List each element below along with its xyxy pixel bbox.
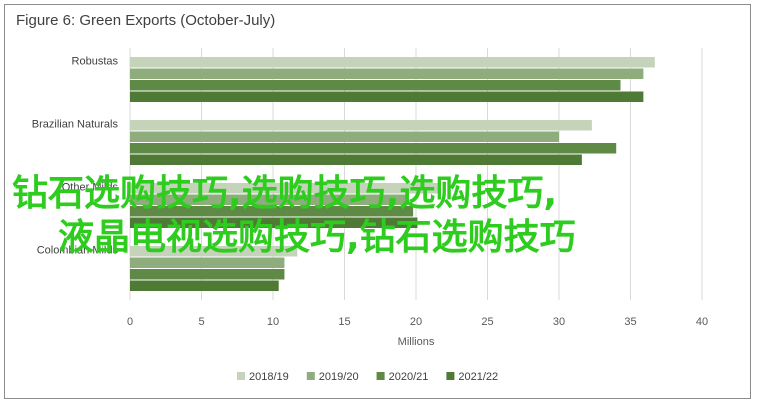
category-label: Brazilian Naturals bbox=[32, 119, 119, 131]
bar bbox=[130, 154, 582, 165]
x-tick-label: 35 bbox=[624, 316, 636, 328]
legend-swatch bbox=[237, 372, 245, 380]
bar bbox=[130, 194, 406, 205]
bar bbox=[130, 131, 559, 142]
x-tick-label: 15 bbox=[338, 316, 350, 328]
x-tick-label: 40 bbox=[696, 316, 708, 328]
legend-swatch bbox=[306, 372, 315, 380]
chart-title: Figure 6: Green Exports (October-July) bbox=[16, 12, 276, 29]
category-label: Other Milds bbox=[62, 182, 119, 194]
x-tick-label: 25 bbox=[481, 316, 493, 328]
x-tick-label: 20 bbox=[410, 316, 422, 328]
category-label: Robustas bbox=[72, 56, 119, 68]
bar bbox=[130, 68, 644, 79]
x-tick-label: 10 bbox=[267, 316, 279, 328]
bar bbox=[130, 57, 655, 68]
bar bbox=[130, 217, 418, 228]
bar bbox=[130, 91, 644, 102]
legend-label: 2019/20 bbox=[319, 371, 359, 383]
bar bbox=[130, 206, 414, 217]
x-tick-label: 5 bbox=[198, 316, 204, 328]
bar bbox=[130, 80, 621, 91]
legend-label: 2021/22 bbox=[458, 371, 498, 383]
legend-swatch bbox=[376, 372, 385, 380]
bar bbox=[130, 143, 617, 154]
bar bbox=[130, 120, 592, 131]
x-tick-label: 0 bbox=[127, 316, 133, 328]
category-label: Colombian Milds bbox=[37, 245, 119, 257]
x-axis-label: Millions bbox=[398, 336, 435, 348]
bar bbox=[130, 257, 285, 268]
x-tick-label: 30 bbox=[553, 316, 565, 328]
legend-swatch bbox=[446, 372, 455, 380]
bar bbox=[130, 183, 441, 194]
legend-label: 2018/19 bbox=[249, 371, 289, 383]
bar bbox=[130, 280, 279, 291]
bar bbox=[130, 246, 298, 257]
bar bbox=[130, 269, 285, 280]
legend-label: 2020/21 bbox=[389, 371, 429, 383]
watermark-text-line1: 钻石选购技巧,选购技巧,选购技巧, bbox=[12, 173, 558, 214]
watermark-text-line2: 液晶电视选购技巧,钻石选购技巧 bbox=[58, 217, 576, 258]
